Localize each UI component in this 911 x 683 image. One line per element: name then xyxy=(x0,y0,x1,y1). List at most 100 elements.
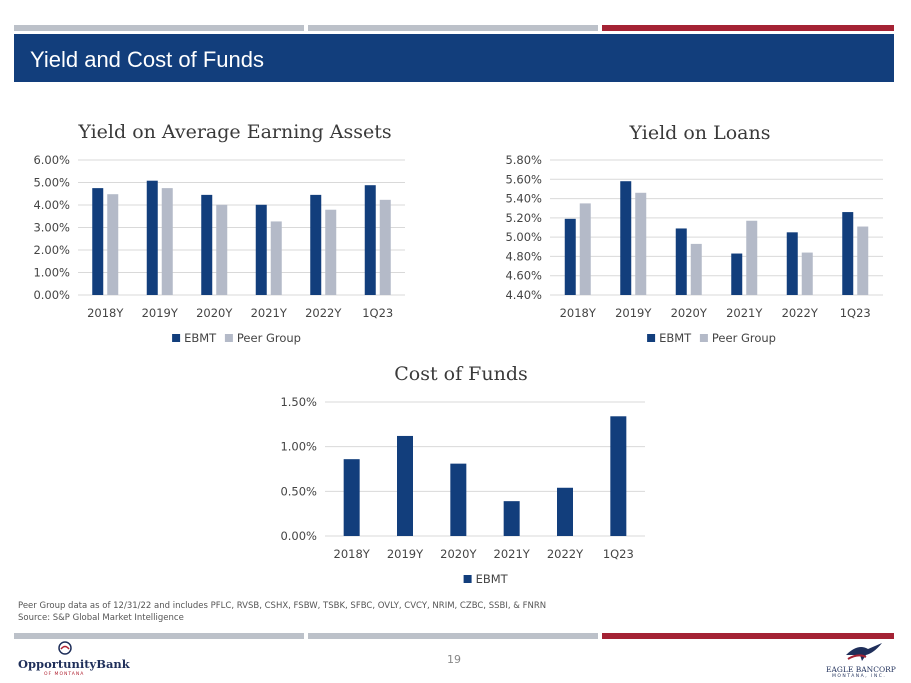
y-tick-label: 5.20% xyxy=(505,211,542,225)
y-tick-label: 2.00% xyxy=(33,243,70,257)
page-number: 19 xyxy=(447,653,461,666)
y-tick-label: 5.00% xyxy=(505,230,542,244)
chart-cost-of-funds: Cost of Funds 1.50% 1.00% 0.50% 0.00% 2018Y 20… xyxy=(280,363,645,586)
legend-swatch xyxy=(224,334,233,342)
y-tick-label: 1.50% xyxy=(280,395,317,409)
x-tick-label: 2021Y xyxy=(726,306,763,320)
y-tick-label: 0.50% xyxy=(280,484,317,498)
bar-ebmt xyxy=(364,185,376,295)
y-tick-label: 4.40% xyxy=(505,288,542,302)
x-tick-label: 2020Y xyxy=(671,306,708,320)
bar-ebmt xyxy=(503,501,520,536)
bar-ebmt xyxy=(557,487,573,536)
x-tick-label: 2022Y xyxy=(782,306,819,320)
bar-ebmt xyxy=(310,194,322,295)
page-title: Yield and Cost of Funds xyxy=(30,47,264,72)
bar-peer-group xyxy=(690,243,702,295)
x-tick-label: 2019Y xyxy=(387,547,424,561)
y-tick-label: 5.00% xyxy=(33,176,70,190)
legend-swatch xyxy=(647,334,656,342)
y-tick-label: 4.60% xyxy=(505,269,542,283)
x-tick-label: 1Q23 xyxy=(603,547,634,561)
top-stripe-red xyxy=(602,25,894,31)
x-tick-label: 2022Y xyxy=(547,547,584,561)
bar-ebmt xyxy=(731,253,743,295)
right-logo-subtitle: MONTANA, INC. xyxy=(832,674,887,679)
y-tick-label: 4.80% xyxy=(505,249,542,263)
y-tick-label: 5.60% xyxy=(505,172,542,186)
bar-ebmt xyxy=(92,188,104,295)
source-footnote: Source: S&P Global Market Intelligence xyxy=(18,613,184,623)
legend-label: Peer Group xyxy=(237,331,301,345)
bar-ebmt xyxy=(201,194,213,295)
legend-label: EBMT xyxy=(476,572,509,586)
legend-swatch xyxy=(172,334,181,342)
y-tick-label: 0.00% xyxy=(280,529,317,543)
bar-ebmt xyxy=(786,232,798,295)
chart-yield-earning-assets: Yield on Average Earning Assets 6.00% 5.00… xyxy=(33,121,405,345)
chart-yield-on-loans: Yield on Loans 5.80% 5.60% 5.40% 5.20% 5.00% 4… xyxy=(505,122,883,345)
bar-peer-group xyxy=(161,188,173,295)
legend-label: Peer Group xyxy=(712,331,776,345)
bottom-stripe-gray-middle xyxy=(308,633,598,639)
y-tick-label: 3.00% xyxy=(33,221,70,235)
bottom-stripe-red xyxy=(602,633,894,639)
x-tick-label: 2021Y xyxy=(251,306,288,320)
legend-swatch xyxy=(699,334,708,342)
peer-group-footnote: Peer Group data as of 12/31/22 and inclu… xyxy=(18,601,547,611)
bar-peer-group xyxy=(635,192,647,295)
bar-ebmt xyxy=(255,204,267,295)
bar-peer-group xyxy=(270,221,282,295)
bar-ebmt xyxy=(620,181,632,295)
bar-peer-group xyxy=(379,199,391,295)
x-tick-label: 1Q23 xyxy=(362,306,393,320)
y-tick-label: 1.00% xyxy=(33,266,70,280)
title-bar: Yield and Cost of Funds xyxy=(14,34,894,82)
x-tick-label: 2019Y xyxy=(142,306,179,320)
chart-title: Cost of Funds xyxy=(394,363,527,385)
eagle-bancorp-logo: EAGLE BANCORP MONTANA, INC. xyxy=(826,641,902,681)
chart-title: Yield on Loans xyxy=(629,122,771,144)
x-tick-label: 2019Y xyxy=(615,306,652,320)
legend-label: EBMT xyxy=(659,331,692,345)
x-tick-label: 2021Y xyxy=(494,547,531,561)
bar-ebmt xyxy=(564,218,576,295)
bar-ebmt xyxy=(610,416,627,536)
eagle-icon xyxy=(846,643,882,661)
x-tick-label: 2020Y xyxy=(196,306,233,320)
top-stripe-gray-middle xyxy=(308,25,598,31)
x-tick-label: 2018Y xyxy=(87,306,124,320)
x-tick-label: 2020Y xyxy=(440,547,477,561)
bar-peer-group xyxy=(746,220,758,295)
top-stripe-gray-left xyxy=(14,25,304,31)
bar-ebmt xyxy=(146,180,158,295)
chart-title: Yield on Average Earning Assets xyxy=(77,121,391,143)
x-tick-label: 2022Y xyxy=(305,306,342,320)
bar-peer-group xyxy=(107,194,119,295)
y-tick-label: 0.00% xyxy=(33,288,70,302)
opportunity-bank-emblem-icon xyxy=(58,641,72,655)
y-tick-label: 6.00% xyxy=(33,153,70,167)
x-tick-label: 1Q23 xyxy=(840,306,871,320)
y-tick-label: 5.40% xyxy=(505,192,542,206)
legend-swatch xyxy=(463,575,472,583)
y-tick-label: 5.80% xyxy=(505,153,542,167)
left-logo-subtitle: OF MONTANA xyxy=(44,672,85,677)
bar-ebmt xyxy=(675,228,687,295)
bar-peer-group xyxy=(216,204,228,295)
y-tick-label: 1.00% xyxy=(280,440,317,454)
bar-peer-group xyxy=(579,203,591,295)
left-logo-brand: OpportunityBank xyxy=(18,657,130,671)
bar-ebmt xyxy=(397,435,413,536)
legend-label: EBMT xyxy=(184,331,217,345)
bar-ebmt xyxy=(842,212,854,295)
y-tick-label: 4.00% xyxy=(33,198,70,212)
right-logo-brand: EAGLE BANCORP xyxy=(826,665,896,674)
bar-peer-group xyxy=(857,226,869,295)
bar-ebmt xyxy=(450,463,467,536)
bar-ebmt xyxy=(343,459,360,536)
bar-peer-group xyxy=(801,252,813,295)
x-tick-label: 2018Y xyxy=(334,547,371,561)
bottom-stripe-gray-left xyxy=(14,633,304,639)
x-tick-label: 2018Y xyxy=(560,306,597,320)
